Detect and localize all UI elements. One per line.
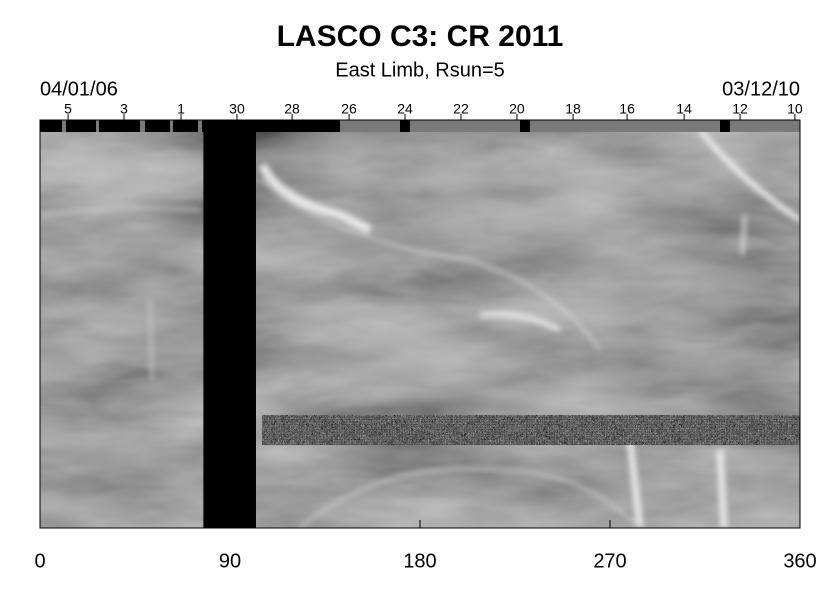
x-tick-label: 180: [403, 550, 436, 572]
start-date: 04/01/06: [40, 78, 118, 100]
top-tick-label: 14: [676, 101, 692, 117]
x-tick-label: 0: [34, 550, 45, 572]
top-tick-label: 22: [453, 101, 469, 117]
top-tick-label: 1: [177, 101, 185, 117]
x-tick-label: 90: [219, 550, 241, 572]
top-tick-label: 18: [565, 101, 581, 117]
top-tick-label: 10: [787, 101, 803, 117]
chart-subtitle: East Limb, Rsun=5: [335, 59, 505, 81]
top-tick-label: 3: [120, 101, 128, 117]
data-gap: [203, 120, 256, 528]
top-tick-label: 24: [397, 101, 413, 117]
x-tick-label: 270: [593, 550, 626, 572]
synoptic-image: [40, 120, 800, 528]
top-tick-label: 28: [284, 101, 300, 117]
top-tick-label: 20: [509, 101, 525, 117]
top-tick-label: 26: [341, 101, 357, 117]
top-tick-label: 12: [732, 101, 748, 117]
end-date: 03/12/10: [722, 78, 800, 100]
top-tick-label: 16: [619, 101, 635, 117]
top-tick-label: 30: [229, 101, 245, 117]
chart-title: LASCO C3: CR 2011: [277, 20, 564, 53]
top-tick-label: 5: [64, 101, 72, 117]
x-tick-label: 360: [783, 550, 816, 572]
